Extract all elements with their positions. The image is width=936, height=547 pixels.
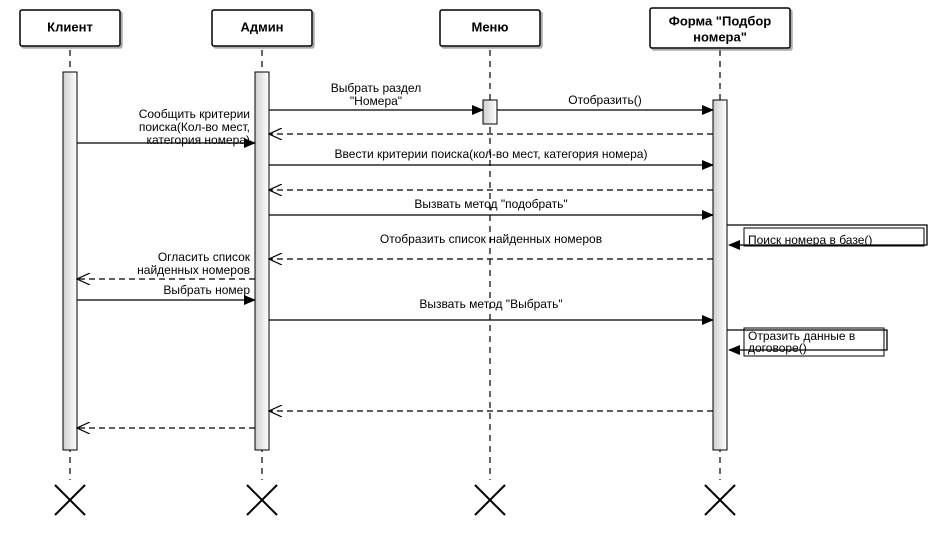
destroy-admin (247, 485, 277, 515)
activation-client (63, 72, 77, 450)
lifeline-headers: Клиент Админ Меню Форма "Подбор номера" (20, 8, 790, 48)
message-label-m11-0: Вызвать метод "Выбрать" (419, 297, 562, 311)
self-call-label-s1-0: Поиск номера в базе() (748, 233, 872, 247)
activation-form (713, 100, 727, 450)
activation-menu (483, 100, 497, 124)
destroy-menu (475, 485, 505, 515)
destroy-form (705, 485, 735, 515)
header-admin-label: Админ (240, 19, 283, 34)
sequence-diagram: Выбрать раздел"Номера" Отобразить() Сообщи… (0, 0, 936, 547)
message-label-m7-0: Вызвать метод "подобрать" (414, 197, 567, 211)
destroy-client (55, 485, 85, 515)
message-label-m9-0: Огласить список (158, 250, 251, 264)
message-label-m3-2: категория номера) (146, 133, 250, 147)
message-label-m2-0: Отобразить() (568, 93, 641, 107)
header-form: Форма "Подбор номера" (650, 8, 790, 48)
activation-admin (255, 72, 269, 450)
header-client-label: Клиент (47, 19, 93, 34)
messages: Выбрать раздел"Номера" Отобразить() Сообщи… (77, 81, 713, 428)
header-admin: Админ (212, 10, 312, 46)
message-label-m10-0: Выбрать номер (163, 283, 250, 297)
self-call-label-s2-1: договоре() (748, 341, 807, 355)
header-client: Клиент (20, 10, 120, 46)
message-label-m1-1: "Номера" (350, 94, 402, 108)
message-label-m3-1: поиска(Кол-во мест, (139, 120, 250, 134)
header-form-label1: Форма "Подбор (669, 13, 772, 28)
header-menu: Меню (440, 10, 540, 46)
header-form-label2: номера" (693, 29, 747, 44)
message-label-m9-1: найденных номеров (137, 263, 250, 277)
message-label-m3-0: Сообщить критерии (139, 107, 250, 121)
header-menu-label: Меню (471, 19, 508, 34)
message-label-m1-0: Выбрать раздел (331, 81, 421, 95)
destroy-marks (55, 485, 735, 515)
message-label-m8-0: Отобразить список найденных номеров (380, 232, 602, 246)
message-label-m5-0: Ввести критерии поиска(кол-во мест, кате… (335, 147, 648, 161)
self-calls: Поиск номера в базе()Отразить данные вдо… (727, 225, 927, 355)
